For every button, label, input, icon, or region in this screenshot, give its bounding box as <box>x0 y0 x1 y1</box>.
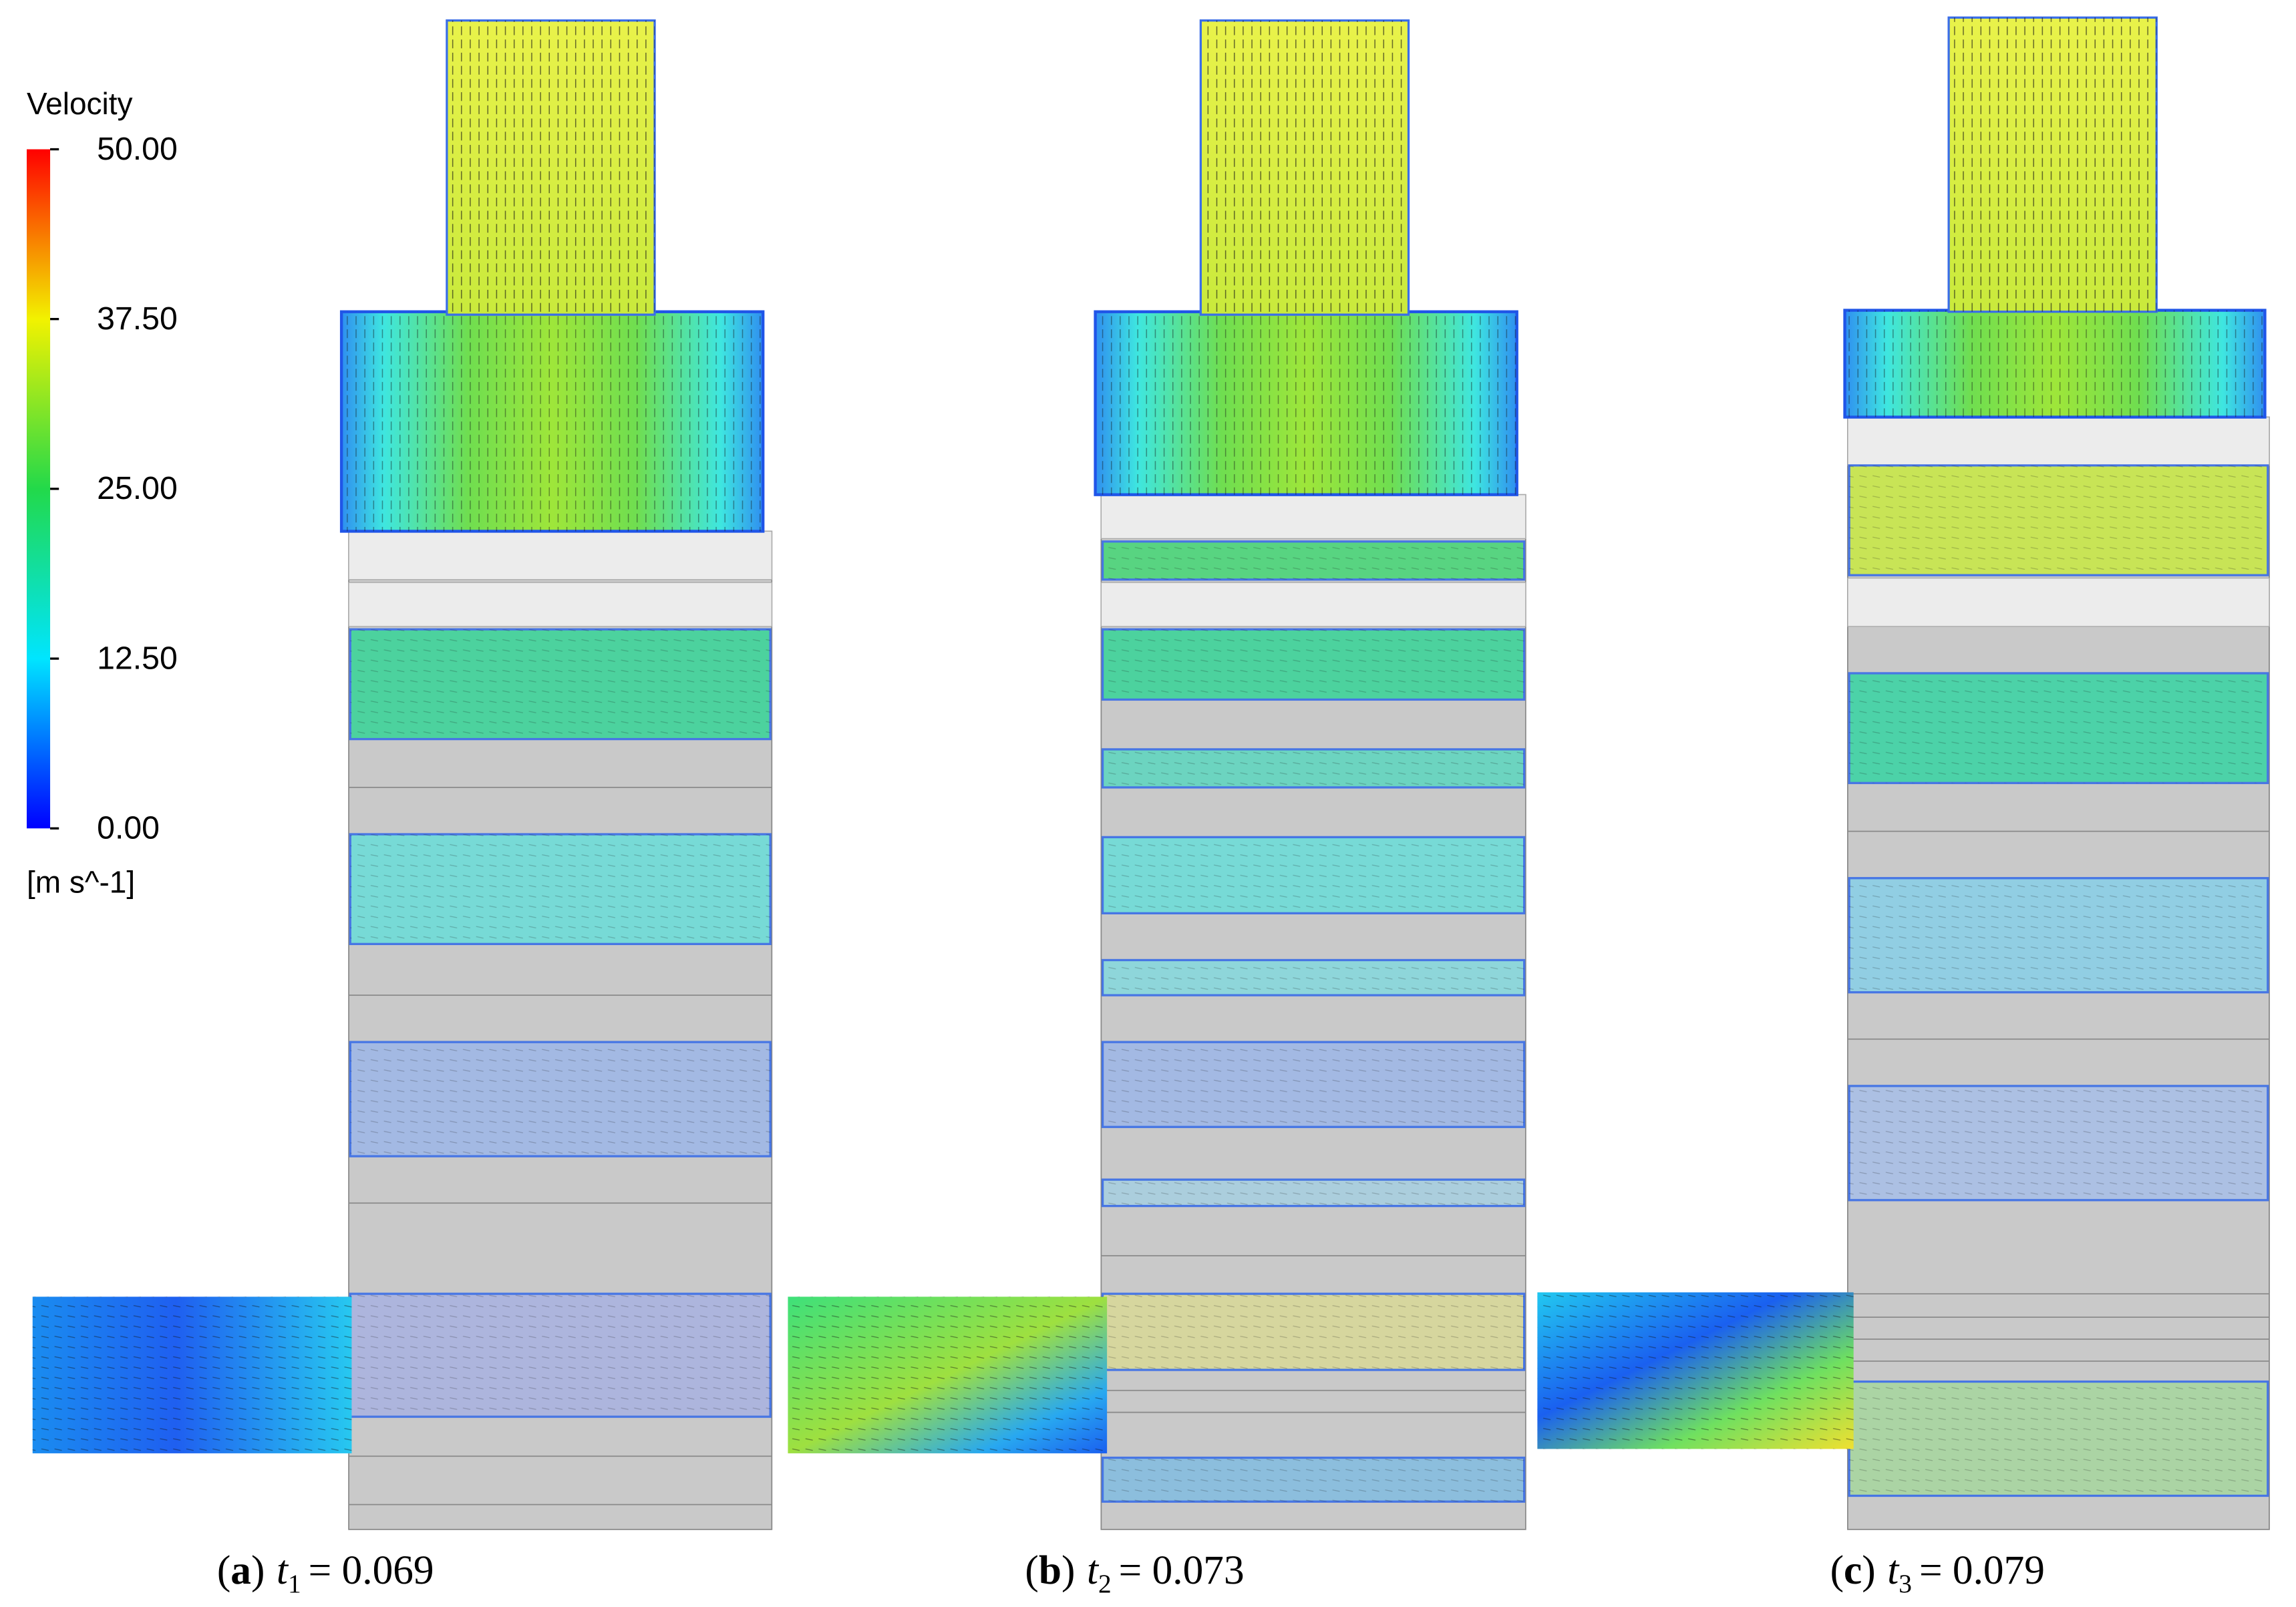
vectors <box>32 1296 352 1453</box>
caption-sub: 2 <box>1098 1569 1112 1598</box>
colorbar: Velocity [m s^-1] 50.00 37.50 25.00 12.50 0.… <box>26 86 178 900</box>
vectors <box>350 1042 771 1157</box>
vectors <box>1102 629 1524 700</box>
vectors <box>446 20 655 315</box>
vectors <box>1849 1381 2268 1496</box>
caption-sub: 1 <box>288 1569 301 1598</box>
gap <box>348 530 773 580</box>
flow-panel: (a) t1 = 0.069 <box>32 19 773 1598</box>
vectors <box>1102 749 1524 787</box>
colorbar-tick-label: 12.50 <box>97 640 178 676</box>
vectors <box>1102 1457 1524 1502</box>
caption-open: ( <box>1830 1548 1844 1593</box>
colorbar-title: Velocity <box>27 86 133 121</box>
vectors <box>1849 1085 2268 1200</box>
vectors <box>1849 673 2268 783</box>
flow-panels: (a) t1 = 0.069 (b) t2 = 0.073 (c) t3 = 0.079 <box>32 16 2270 1598</box>
vectors <box>1102 1042 1524 1127</box>
flow-panel: (c) t3 = 0.079 <box>1537 16 2270 1598</box>
vectors <box>1102 1180 1524 1206</box>
vectors <box>350 1294 771 1417</box>
caption-sub: 3 <box>1899 1569 1912 1598</box>
colorbar-tick-label: 50.00 <box>97 131 178 167</box>
vectors <box>341 311 764 532</box>
caption: (b) t2 = 0.073 <box>1025 1548 1244 1598</box>
vectors <box>1095 311 1517 495</box>
caption: (a) t1 = 0.069 <box>217 1548 434 1598</box>
vectors <box>1849 465 2268 576</box>
caption-eq: = 0.079 <box>1919 1548 2045 1593</box>
gap <box>348 582 773 627</box>
colorbar-tick-label: 25.00 <box>97 470 178 506</box>
vectors <box>1102 1294 1524 1371</box>
vectors <box>1102 837 1524 914</box>
colorbar-unit: [m s^-1] <box>27 865 135 900</box>
colorbar-tick-label: 0.00 <box>97 810 160 846</box>
caption-var: t <box>1887 1548 1900 1593</box>
vectors <box>1200 20 1409 315</box>
gap <box>1100 582 1526 627</box>
caption-var: t <box>1087 1548 1100 1593</box>
caption-eq: = 0.069 <box>309 1548 434 1593</box>
caption-close: ) <box>1862 1548 1875 1593</box>
vectors <box>1949 17 2157 312</box>
vectors <box>1844 310 2265 417</box>
vectors <box>350 629 771 739</box>
caption-close: ) <box>1061 1548 1075 1593</box>
colorbar-ramp <box>26 149 51 829</box>
gap <box>1847 577 2270 627</box>
flow-panel: (b) t2 = 0.073 <box>788 19 1526 1598</box>
caption: (c) t3 = 0.079 <box>1830 1548 2045 1598</box>
caption-eq: = 0.073 <box>1119 1548 1245 1593</box>
caption-letter: b <box>1039 1548 1061 1593</box>
vectors <box>1537 1292 1854 1449</box>
vectors <box>1849 878 2268 993</box>
caption-letter: c <box>1844 1548 1862 1593</box>
caption-open: ( <box>217 1548 230 1593</box>
caption-close: ) <box>251 1548 265 1593</box>
colorbar-tick-label: 37.50 <box>97 301 178 337</box>
vectors <box>788 1296 1108 1453</box>
caption-var: t <box>277 1548 289 1593</box>
gap <box>1847 416 2270 466</box>
gap <box>1100 494 1526 540</box>
vectors <box>1102 541 1524 580</box>
caption-open: ( <box>1025 1548 1038 1593</box>
vectors <box>1102 960 1524 996</box>
vectors <box>350 834 771 944</box>
caption-letter: a <box>230 1548 251 1593</box>
